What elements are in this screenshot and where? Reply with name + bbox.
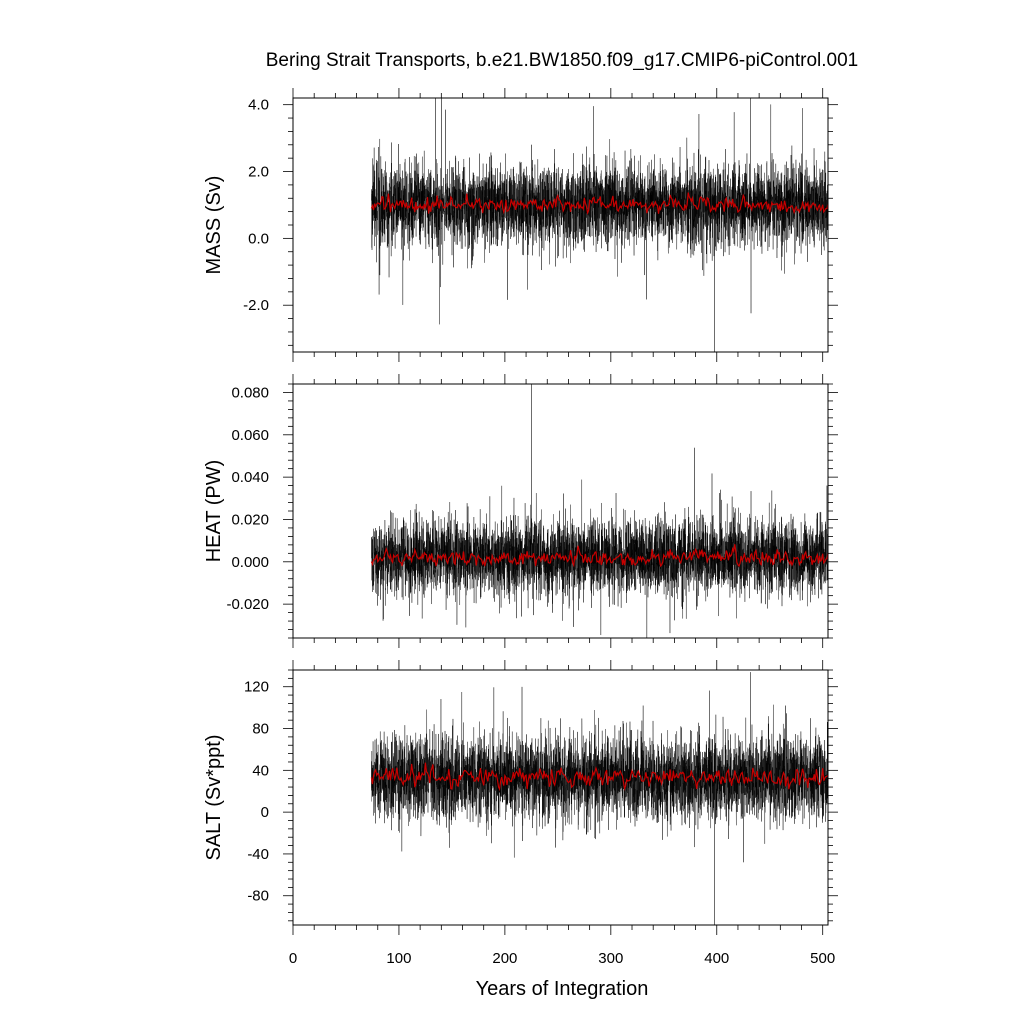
mass-data (370, 98, 828, 352)
mass-ytick-label: -2.0 (243, 297, 269, 314)
salt-frame (292, 669, 829, 926)
salt-y-axis-title: SALT (Sv*ppt) (203, 735, 225, 861)
salt-monthly-series-line (371, 672, 828, 925)
heat-frame (292, 383, 829, 639)
salt-ytick-label: -80 (247, 888, 269, 905)
heat-monthly-series-line (371, 384, 828, 638)
salt-ytick-label: 0 (261, 804, 269, 821)
mass-ytick-label: 0.0 (248, 230, 269, 247)
heat-ytick-label: 0.040 (231, 469, 269, 486)
xtick-label: 400 (704, 950, 729, 967)
xtick-label: 500 (810, 950, 835, 967)
salt-data (370, 672, 828, 925)
heat-ytick-label: 0.020 (231, 511, 269, 528)
heat-ytick-label: 0.000 (231, 554, 269, 571)
xtick-label: 200 (492, 950, 517, 967)
heat-ytick-label: 0.060 (231, 427, 269, 444)
mass-y-axis-title: MASS (Sv) (203, 176, 225, 275)
panel-heat: -0.020 0.000 0.020 0.040 0.060 0.080 HEAT (PW) (203, 374, 838, 648)
mass-monthly-series-line (371, 98, 828, 352)
panel-mass: -2.0 0.0 2.0 4.0 MASS (Sv) (203, 88, 838, 362)
heat-ytick-label: -0.020 (226, 596, 269, 613)
mass-ytick-label: 2.0 (248, 164, 269, 181)
x-axis-title: Years of Integration (476, 978, 649, 1000)
panel-salt: -80 -40 0 40 80 120 0 100 200 300 400 500 SALT (Sv*p… (203, 660, 838, 967)
salt-annual-mean-line (370, 762, 828, 792)
heat-data (370, 384, 828, 638)
salt-ytick-label: 40 (252, 762, 269, 779)
figure-title: Bering Strait Transports, b.e21.BW1850.f… (266, 50, 859, 71)
salt-ytick-label: 120 (244, 679, 269, 696)
xtick-label: 300 (598, 950, 623, 967)
heat-annual-mean-line (370, 544, 828, 568)
xtick-label: 100 (386, 950, 411, 967)
xtick-label: 0 (289, 950, 297, 967)
heat-y-axis-title: HEAT (PW) (203, 460, 225, 563)
mass-ytick-label: 4.0 (248, 97, 269, 114)
salt-ytick-label: -40 (247, 846, 269, 863)
heat-ytick-label: 0.080 (231, 384, 269, 401)
mass-annual-mean-line (370, 192, 828, 216)
salt-ytick-label: 80 (252, 721, 269, 738)
